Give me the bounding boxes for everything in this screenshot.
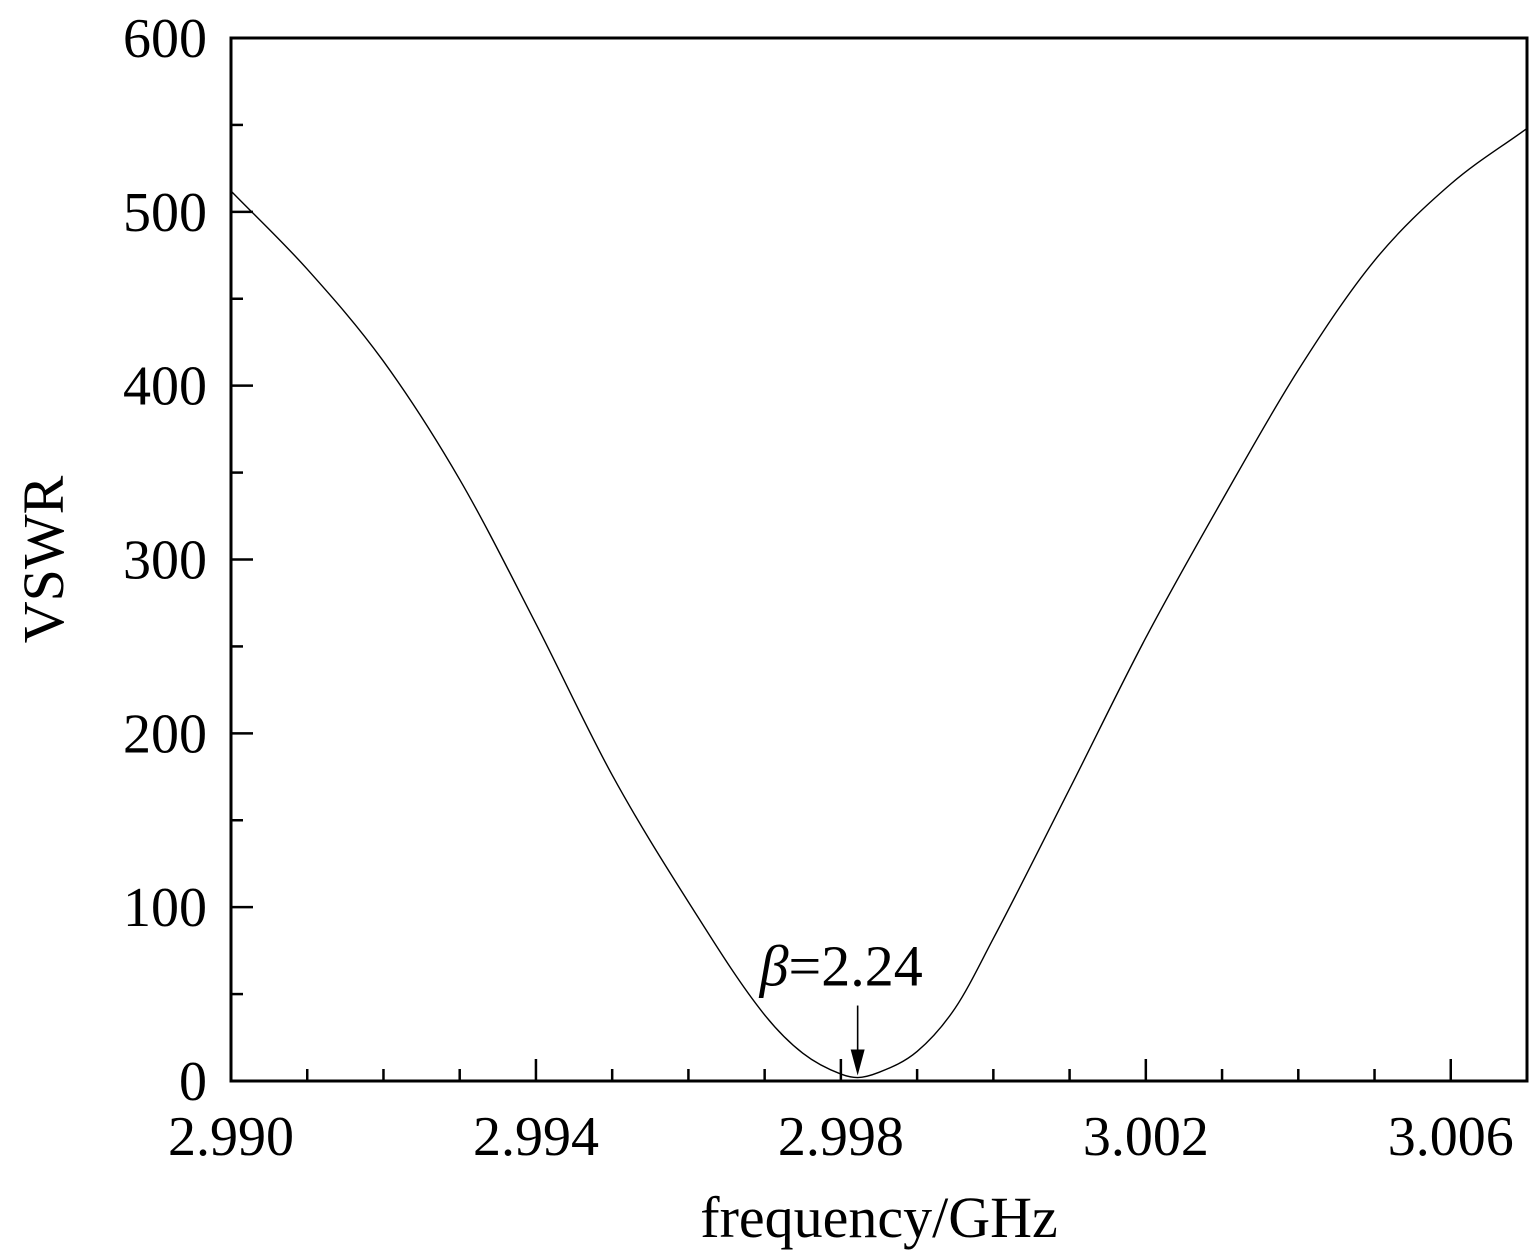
y-tick-label: 200 — [123, 703, 207, 765]
tick-labels: 2.990 2.994 2.998 3.002 3.006 0 100 200 300 400 50… — [123, 8, 1514, 1168]
beta-annotation: β=2.24 — [759, 934, 923, 1076]
x-tick-label: 2.994 — [473, 1106, 599, 1168]
major-ticks — [229, 36, 1453, 1083]
y-axis-title: VSWR — [11, 475, 76, 643]
x-tick-label: 3.002 — [1083, 1106, 1209, 1168]
y-tick-label: 300 — [123, 530, 207, 592]
annotation-label: β=2.24 — [759, 934, 923, 999]
y-tick-label: 500 — [123, 182, 207, 244]
annotation-beta-symbol: β — [759, 934, 789, 999]
plot-frame — [229, 36, 1529, 1083]
annotation-value: =2.24 — [789, 934, 923, 999]
x-axis-title: frequency/GHz — [700, 1185, 1058, 1250]
x-tick-label: 2.998 — [778, 1106, 904, 1168]
x-tick-label: 3.006 — [1388, 1106, 1514, 1168]
annotation-arrow-head — [850, 1049, 865, 1076]
vswr-series-line — [230, 127, 1528, 1079]
y-tick-label: 400 — [123, 356, 207, 418]
x-tick-label: 2.990 — [168, 1106, 294, 1168]
y-tick-label: 100 — [123, 877, 207, 939]
y-tick-label: 0 — [179, 1051, 207, 1113]
y-tick-label: 600 — [123, 8, 207, 70]
